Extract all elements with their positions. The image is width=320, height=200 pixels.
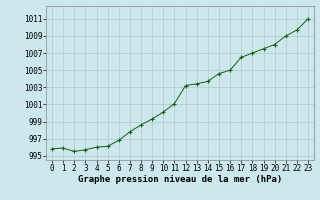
X-axis label: Graphe pression niveau de la mer (hPa): Graphe pression niveau de la mer (hPa) <box>78 175 282 184</box>
